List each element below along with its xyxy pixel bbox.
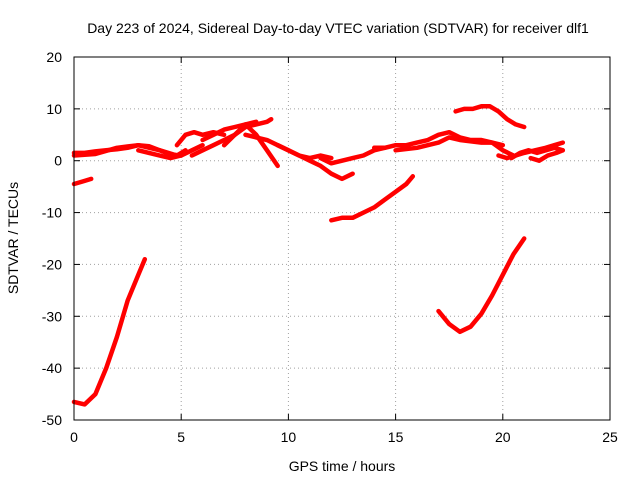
series-arc-12 [318,145,388,166]
x-tick-label: 25 [602,429,618,445]
series-arc-2 [71,176,94,187]
x-tick-label: 20 [495,429,511,445]
y-tick-label: 0 [54,153,62,169]
y-axis-label: SDTVAR / TECUs [5,182,21,294]
y-tick-label: -30 [42,308,62,324]
x-tick-label: 15 [388,429,404,445]
data-series [71,104,566,407]
series-arc-16 [436,236,527,335]
y-tick-label: 10 [46,101,62,117]
series-arc-14 [371,129,506,151]
series-arc-1 [71,256,148,407]
series-arc-20 [528,148,566,163]
y-tick-label: 20 [46,49,62,65]
x-tick-label: 5 [177,429,185,445]
series-arc-17 [453,104,527,130]
series-arc-15 [393,135,516,158]
series-arc-9 [221,122,280,169]
y-tick-label: -20 [42,256,62,272]
series-arc-11 [275,142,355,182]
y-tick-label: -10 [42,205,62,221]
series-arc-5 [136,142,205,161]
axis-ticks: 0 5 10 15 20 25 -50 -40 -30 -20 -10 0 10 20 [42,49,618,445]
series-arc-10 [243,132,334,161]
chart-title: Day 223 of 2024, Sidereal Day-to-day VTE… [87,20,589,36]
grid-lines [74,57,610,420]
x-axis-label: GPS time / hours [289,458,396,474]
plot-frame [73,56,611,421]
series-arc-13 [329,174,416,223]
x-tick-label: 0 [70,429,78,445]
x-tick-label: 10 [281,429,297,445]
series-arc-19 [509,145,566,161]
y-tick-label: -40 [42,360,62,376]
y-tick-label: -50 [42,412,62,428]
